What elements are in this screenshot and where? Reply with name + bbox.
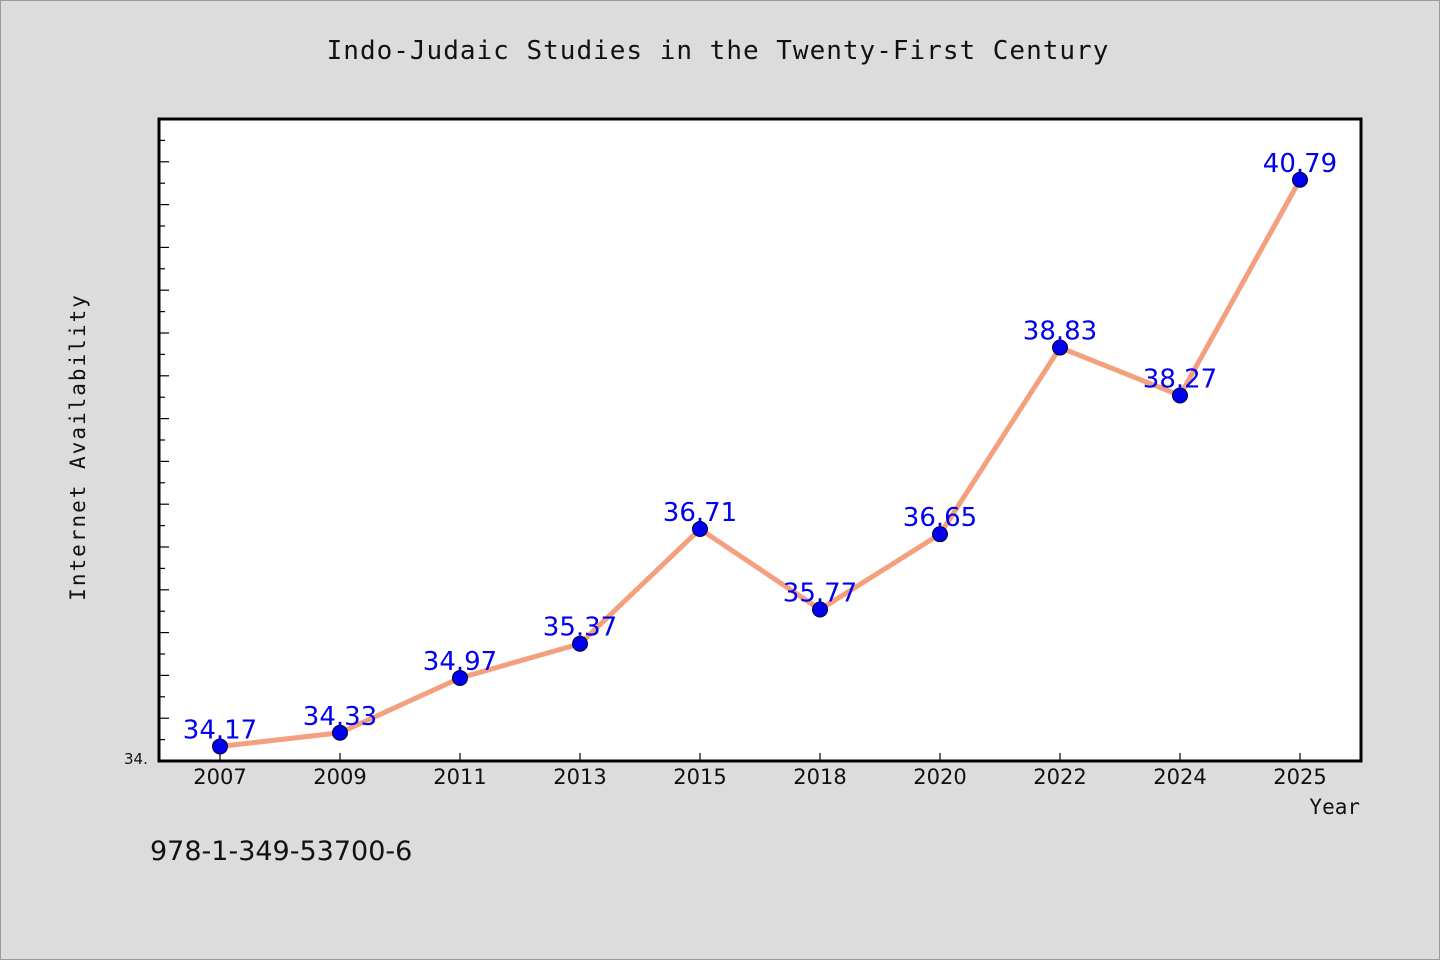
- x-tick-label: 2007: [193, 765, 246, 789]
- data-label: 35.77: [783, 578, 857, 608]
- x-tick-label: 2009: [313, 765, 366, 789]
- data-point: [692, 521, 708, 538]
- x-tick-label: 2018: [793, 765, 846, 789]
- data-label: 36.71: [663, 498, 737, 528]
- data-point: [1052, 339, 1068, 356]
- data-label: 34.33: [303, 702, 377, 732]
- data-label: 36.65: [903, 503, 977, 533]
- x-tick-label: 2015: [673, 765, 726, 789]
- y-tick-label: 34.: [124, 750, 148, 768]
- data-point: [932, 526, 948, 543]
- series-markers: [212, 171, 1308, 755]
- x-tick-label: 2020: [913, 765, 966, 789]
- y-axis-ticks: [159, 118, 169, 762]
- plot-area: [157, 117, 1363, 763]
- x-axis-label: Year: [1309, 795, 1360, 819]
- x-tick-label: 2011: [433, 765, 486, 789]
- data-label: 35.37: [543, 613, 617, 643]
- data-label: 34.97: [423, 647, 497, 677]
- data-labels: 34.17 34.33 34.97 35.37 36.71 35.77 36.65 38.83…: [183, 149, 1337, 746]
- data-point: [572, 635, 588, 652]
- x-tick-label: 2025: [1273, 765, 1326, 789]
- chart-title: Indo-Judaic Studies in the Twenty-First …: [326, 36, 1110, 66]
- data-label: 38.83: [1023, 317, 1097, 347]
- data-point: [1172, 387, 1188, 404]
- data-point: [1292, 171, 1308, 188]
- data-point: [212, 738, 228, 755]
- data-point: [812, 601, 828, 618]
- x-tick-label: 2013: [553, 765, 606, 789]
- data-point: [332, 724, 348, 741]
- x-tick-label: 2022: [1033, 765, 1086, 789]
- data-point: [452, 669, 468, 686]
- x-tick-label: 2024: [1153, 765, 1206, 789]
- isbn-label: 978-1-349-53700-6: [150, 836, 413, 867]
- data-label: 40.79: [1263, 149, 1337, 179]
- x-axis-ticks: 2007 2009 2011 2013 2015 2018 2020 2022 2024 2025: [193, 753, 1327, 789]
- data-label: 38.27: [1143, 364, 1217, 394]
- series-line: [217, 177, 1303, 749]
- data-label: 34.17: [183, 715, 257, 745]
